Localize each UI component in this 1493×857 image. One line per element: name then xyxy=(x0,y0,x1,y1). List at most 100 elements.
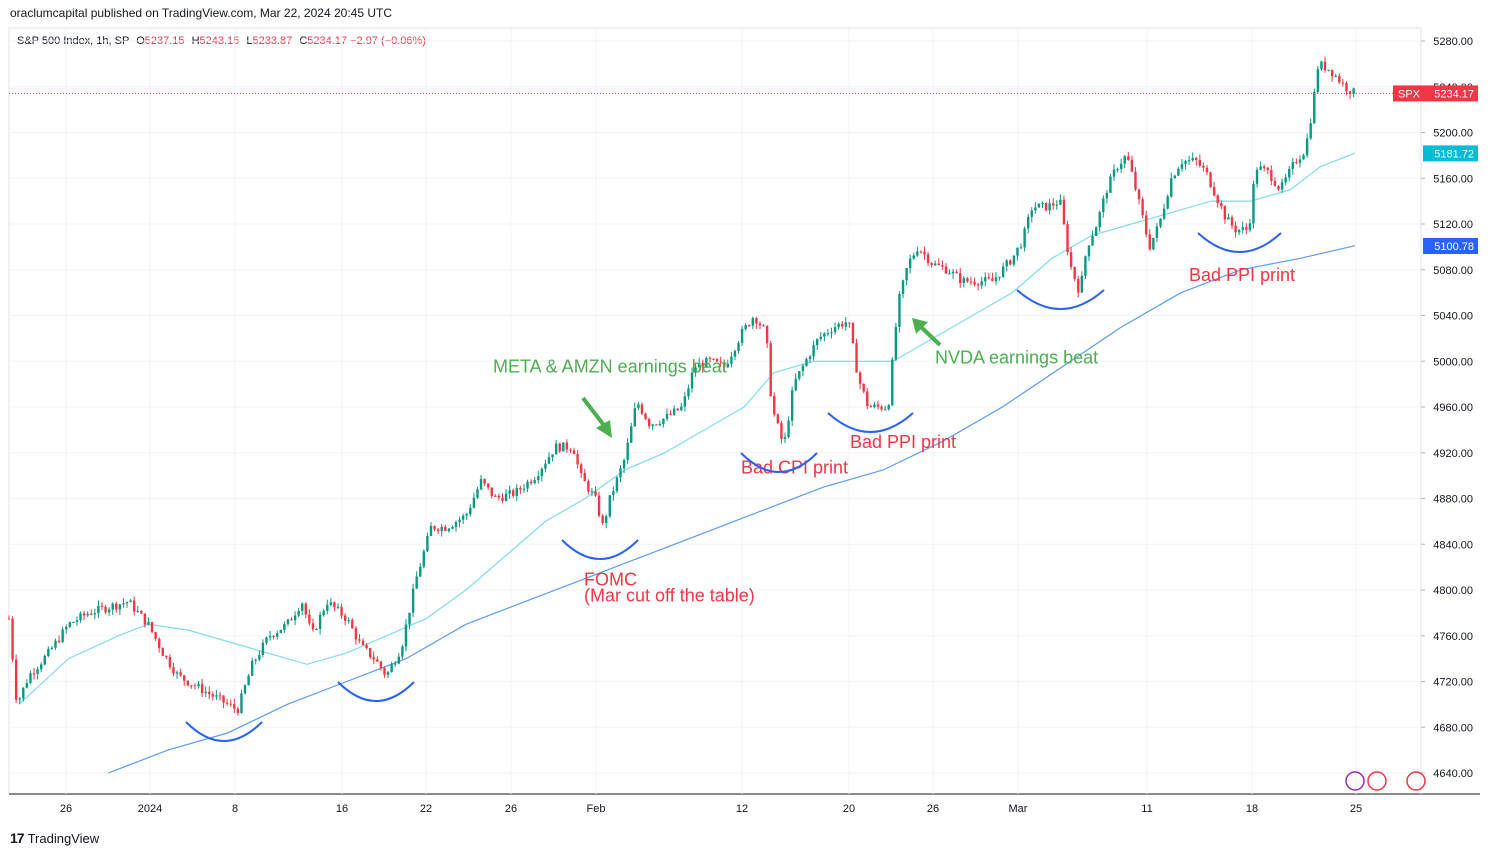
candle-body xyxy=(719,361,722,363)
candle-body xyxy=(823,333,826,337)
candle-body xyxy=(440,526,443,532)
candle-body xyxy=(504,493,508,501)
candle-body xyxy=(1191,158,1194,161)
candle-body xyxy=(107,609,111,613)
candle-body xyxy=(1098,212,1101,228)
candle-body xyxy=(841,323,844,327)
candle-body xyxy=(962,278,966,283)
candle-body xyxy=(247,675,250,686)
candle-body xyxy=(908,258,912,269)
candle-body xyxy=(1177,168,1180,176)
candle-body xyxy=(1234,225,1237,233)
candle-body xyxy=(740,328,744,343)
candle-body xyxy=(644,413,647,420)
candle-body xyxy=(1112,169,1116,177)
candle-body xyxy=(683,396,687,407)
candle-body xyxy=(783,437,787,439)
candle-body xyxy=(1016,247,1019,256)
candle-body xyxy=(622,460,626,469)
candle-body xyxy=(411,588,415,613)
candle-body xyxy=(669,413,672,415)
candle-body xyxy=(701,363,704,368)
candle-body xyxy=(776,414,780,424)
candle-body xyxy=(461,515,465,520)
candle-body xyxy=(948,273,951,275)
candle-body xyxy=(279,629,282,633)
candle-body xyxy=(1127,156,1130,161)
y-tick-label: 5200.00 xyxy=(1433,128,1473,140)
candle-body xyxy=(222,695,225,703)
candle-body xyxy=(1330,69,1334,77)
candle-body xyxy=(72,622,75,624)
candle-body xyxy=(218,695,222,697)
candle-body xyxy=(883,409,887,411)
candle-body xyxy=(372,657,375,660)
x-tick-label: 25 xyxy=(1350,803,1362,815)
candle-body xyxy=(204,691,207,694)
candle-body xyxy=(43,655,46,665)
footer-brand[interactable]: 17 TradingView xyxy=(10,830,99,846)
candle-body xyxy=(36,669,39,674)
candle-body xyxy=(1298,159,1302,163)
candle-body xyxy=(762,325,765,327)
candle-body xyxy=(240,693,243,713)
candle-body xyxy=(687,388,690,397)
candle-body xyxy=(858,372,862,384)
series-layer xyxy=(7,56,1356,774)
candle-body xyxy=(1052,203,1055,206)
candle-body xyxy=(1230,217,1234,226)
candle-body xyxy=(905,268,908,281)
y-tick-label: 4840.00 xyxy=(1433,539,1473,551)
candle-body xyxy=(1159,218,1162,227)
candle-body xyxy=(397,656,400,664)
arrow-shaft xyxy=(581,396,608,430)
candle-body xyxy=(225,702,229,704)
candle-body xyxy=(705,357,708,368)
candle-body xyxy=(605,516,608,523)
candle-body xyxy=(1105,192,1109,199)
candle-body xyxy=(658,423,662,425)
candle-body xyxy=(597,495,601,516)
candle-body xyxy=(1341,82,1345,84)
annotation-text: META & AMZN earnings beat xyxy=(493,357,727,377)
candle-body xyxy=(147,622,150,625)
plot-frame xyxy=(8,27,1422,795)
tradingview-logo-icon: 17 xyxy=(10,830,25,846)
candle-body xyxy=(554,443,558,455)
candle-body xyxy=(1162,208,1166,219)
candle-body xyxy=(1288,169,1291,178)
candle-body xyxy=(68,622,71,627)
candle-body xyxy=(608,495,611,517)
candle-body xyxy=(57,640,61,642)
candle-body xyxy=(998,276,1001,278)
candle-body xyxy=(794,378,797,391)
candle-body xyxy=(651,424,654,427)
candle-body xyxy=(730,356,733,364)
candle-body xyxy=(483,479,486,484)
candle-body xyxy=(515,488,519,496)
candle-body xyxy=(297,610,300,616)
candle-body xyxy=(351,620,354,629)
candle-body xyxy=(805,359,808,366)
candle-body xyxy=(404,624,408,647)
candle-body xyxy=(862,383,865,392)
candle-body xyxy=(1259,166,1262,170)
candle-body xyxy=(1062,199,1066,225)
candle-body xyxy=(619,468,622,478)
candle-body xyxy=(365,645,368,649)
candle-body xyxy=(887,405,890,410)
candle-body xyxy=(680,406,683,411)
candle-body xyxy=(594,491,597,496)
candle-body xyxy=(1077,278,1080,293)
candle-body xyxy=(286,619,290,624)
dip-arc xyxy=(827,412,914,433)
candle-body xyxy=(386,672,390,675)
candle-body xyxy=(916,251,919,256)
candle-body xyxy=(354,628,358,640)
candle-body xyxy=(308,614,311,624)
symbol-label: SPX xyxy=(1398,88,1421,100)
candle-body xyxy=(326,604,329,611)
candle-body xyxy=(855,343,858,373)
candle-body xyxy=(991,278,994,282)
